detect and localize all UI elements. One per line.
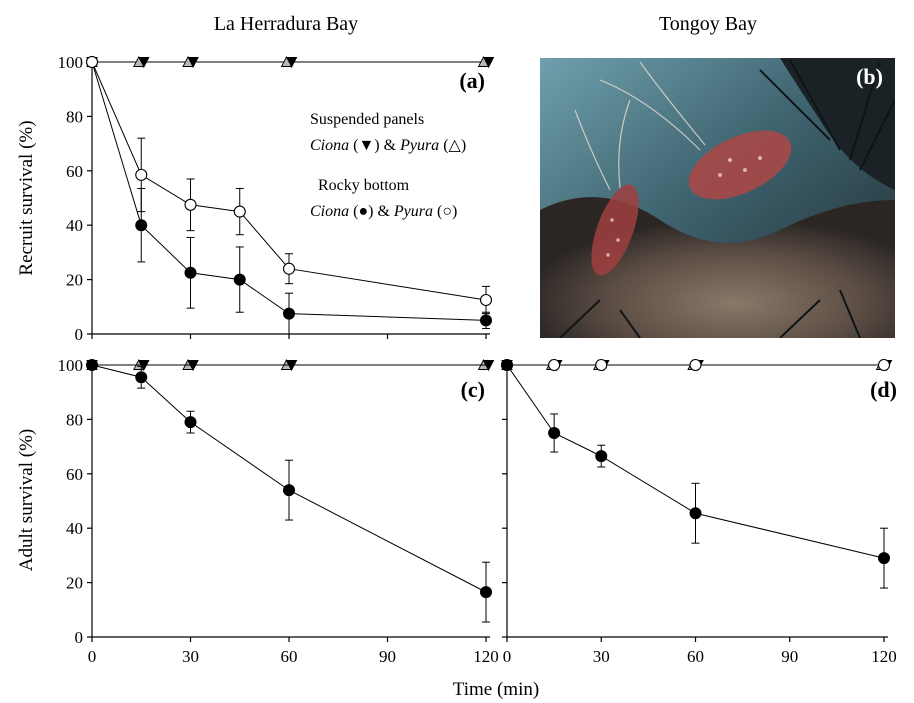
x-tick-label: 0 (88, 647, 97, 666)
data-point-circle-filled (135, 371, 148, 384)
legend-suspended-part: Pyura (399, 137, 439, 154)
data-point-circle-open (479, 293, 493, 307)
chart-panel-d: 0 30 60 90 120 (d) (500, 358, 897, 666)
legend-suspended-part: ( (439, 137, 448, 154)
legend-rocky-part: ) (452, 203, 457, 220)
x-tick-label: 90 (781, 647, 798, 666)
data-point-circle-filled (480, 314, 492, 327)
legend-suspended-part: ) & (374, 137, 400, 154)
legend-suspended-part: △ (449, 137, 462, 154)
panel-label-c: (c) (461, 377, 485, 402)
legend-suspended-part: ( (349, 137, 358, 154)
data-point-circle-open (877, 358, 891, 372)
data-point-triangle-down (482, 360, 495, 372)
data-point-triangle-down (137, 360, 150, 372)
y-tick-label: 0 (75, 325, 84, 344)
legend-suspended-heading: Suspended panels (310, 111, 424, 128)
data-point-circle-filled (689, 507, 702, 520)
data-point-circle-open (85, 55, 99, 69)
x-tick-label: 0 (503, 647, 512, 666)
data-point-circle-filled (233, 273, 246, 286)
data-point-circle-open (689, 358, 702, 372)
legend-rocky-part: ( (433, 203, 442, 220)
data-point-triangle-down (285, 360, 298, 372)
legend-suspended-part: Ciona (310, 137, 349, 154)
x-tick-label: 120 (473, 647, 499, 666)
data-point-triangle-down (187, 360, 199, 372)
legend-suspended-part: ) (461, 137, 466, 154)
data-point-circle-open (548, 358, 561, 372)
y-tick-label: 80 (66, 410, 83, 429)
y-tick-label: 40 (66, 519, 83, 538)
legend-suspended-part: ▼ (358, 137, 374, 154)
data-point-circle-filled (548, 427, 561, 439)
panel-label-a: (a) (459, 68, 485, 93)
chart-panel-c: 0 20 40 60 80 100 0 30 60 90 120 (c) (58, 356, 499, 666)
series-line-circle-filled (91, 61, 487, 321)
panel-label-b: (b) (856, 64, 883, 89)
series-line-circle-open (91, 61, 487, 301)
photo-urchin-spines (559, 59, 895, 338)
y-tick-label: 40 (66, 216, 83, 235)
photo-shrimp-2 (591, 184, 639, 276)
legend-rocky-heading: Rocky bottom (318, 177, 410, 194)
data-point-circle-filled (135, 219, 148, 232)
legend-rocky-part: ( (349, 203, 358, 220)
y-tick-label: 60 (66, 465, 83, 484)
data-point-circle-open (135, 168, 148, 181)
legend-rocky-part: ● (358, 203, 368, 220)
legend-suspended-entries: Ciona (▼) & Pyura (△) (310, 137, 466, 154)
data-point-circle-filled (501, 359, 513, 371)
x-tick-label: 90 (379, 647, 396, 666)
x-tick-label: 120 (871, 647, 897, 666)
y-tick-label: 20 (66, 574, 83, 593)
column-title-left: La Herradura Bay (214, 13, 358, 35)
data-point-circle-filled (184, 266, 197, 279)
data-point-circle-filled (595, 450, 608, 463)
x-tick-label: 30 (182, 647, 199, 666)
y-tick-label: 100 (58, 53, 84, 72)
x-tick-label: 60 (281, 647, 298, 666)
photo-shrimp-1 (688, 130, 792, 200)
data-point-circle-filled (480, 586, 492, 599)
data-point-circle-open (184, 198, 197, 211)
column-title-right: Tongoy Bay (659, 13, 757, 35)
photo-panel-b: (b) (540, 58, 895, 338)
legend-rocky-part: ) & (368, 203, 394, 220)
y-tick-label: 20 (66, 271, 83, 290)
panel-label-d: (d) (870, 377, 897, 402)
data-point-triangle-up (133, 56, 145, 67)
legend: Suspended panels Ciona (▼) & Pyura (△) R… (310, 111, 466, 220)
y-tick-label: 60 (66, 162, 83, 181)
data-point-circle-filled (283, 484, 295, 497)
data-point-circle-filled (878, 552, 890, 565)
y-tick-label: 0 (75, 628, 84, 647)
data-point-circle-open (282, 262, 296, 275)
data-point-triangle-up (477, 56, 490, 67)
photo-antennae (574, 61, 706, 191)
x-axis-title: Time (min) (453, 679, 539, 700)
legend-rocky-part: Pyura (393, 203, 433, 220)
x-tick-label: 60 (687, 647, 704, 666)
x-tick-label: 30 (593, 647, 610, 666)
y-axis-title-recruit: Recruit survival (%) (16, 120, 37, 275)
legend-rocky-part: Ciona (310, 203, 349, 220)
data-point-circle-open (233, 205, 246, 218)
data-point-circle-filled (86, 359, 98, 371)
data-point-circle-filled (283, 307, 295, 320)
legend-rocky-entries: Ciona (●) & Pyura (○) (310, 203, 457, 220)
y-tick-label: 80 (66, 107, 83, 126)
photo-speckles (606, 156, 762, 257)
data-point-circle-filled (184, 416, 197, 429)
data-point-triangle-up (182, 56, 194, 67)
data-point-triangle-up (280, 56, 293, 67)
y-axis-title-adult: Adult survival (%) (16, 429, 37, 571)
legend-rocky-part: ○ (442, 203, 452, 220)
data-point-circle-open (595, 358, 608, 372)
chart-panel-a: 0 20 40 60 80 100 (a) (58, 53, 495, 344)
y-tick-label: 100 (58, 356, 84, 375)
